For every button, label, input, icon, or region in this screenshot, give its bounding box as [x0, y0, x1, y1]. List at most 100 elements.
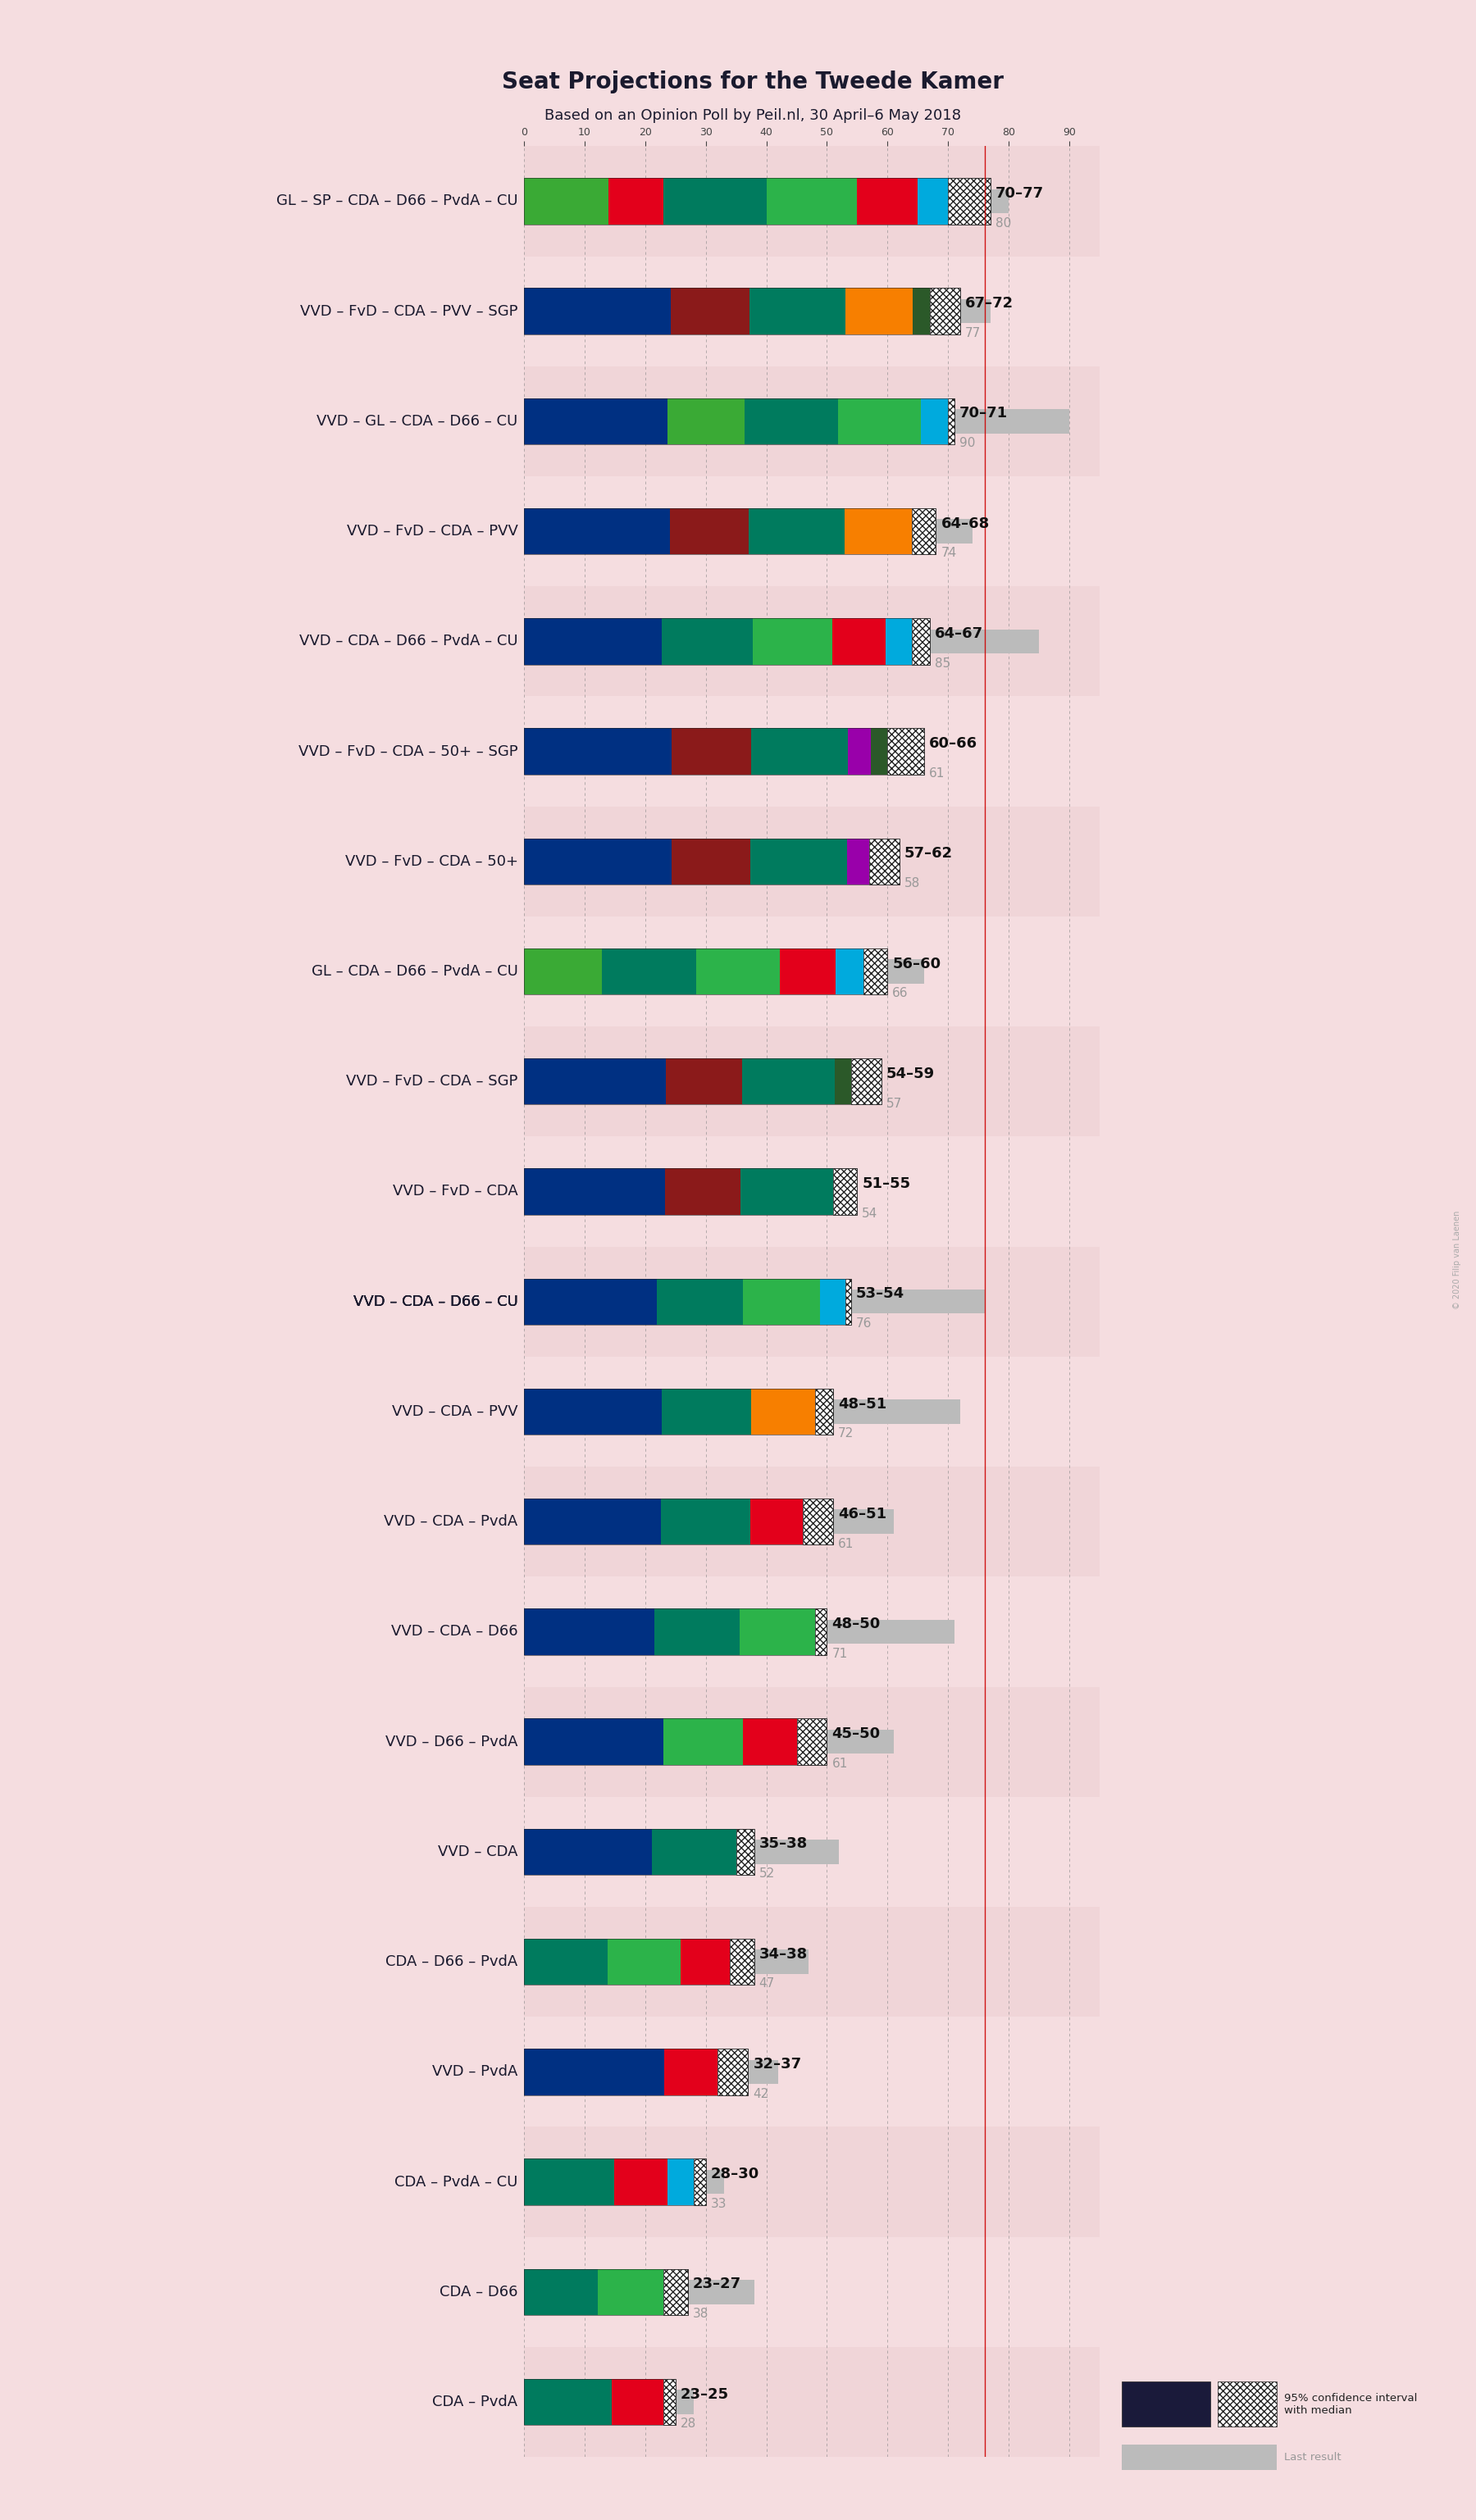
Bar [524, 1620, 953, 1643]
Bar [524, 2059, 778, 2084]
Bar [912, 617, 930, 665]
Bar [524, 948, 602, 995]
Bar [524, 839, 672, 885]
Bar [608, 179, 663, 224]
Text: 95% confidence interval
with median: 95% confidence interval with median [1284, 2391, 1417, 2417]
Bar [666, 1169, 741, 1215]
Text: 80: 80 [995, 217, 1011, 229]
Text: VVD – FvD – CDA – PVV: VVD – FvD – CDA – PVV [347, 524, 518, 539]
Bar [680, 1938, 731, 1986]
Bar [607, 1938, 680, 1986]
Bar [524, 476, 1100, 587]
Text: VVD – GL – CDA – D66 – CU: VVD – GL – CDA – D66 – CU [317, 413, 518, 428]
Text: 76: 76 [856, 1318, 872, 1331]
Bar [652, 1830, 737, 1875]
Bar [524, 617, 930, 665]
Text: 57–62: 57–62 [905, 847, 953, 862]
Bar [672, 839, 750, 885]
Bar [614, 2160, 667, 2205]
Text: VVD – CDA – PVV: VVD – CDA – PVV [393, 1404, 518, 1419]
Bar [886, 617, 912, 665]
Bar [524, 1137, 1100, 1247]
Bar [598, 2268, 663, 2316]
Bar [815, 1389, 832, 1434]
Text: VVD – FvD – CDA – 50+: VVD – FvD – CDA – 50+ [345, 854, 518, 869]
Bar [838, 398, 921, 444]
Bar [524, 287, 961, 335]
Bar [858, 179, 918, 224]
Bar [524, 1169, 858, 1215]
Text: 58: 58 [905, 877, 921, 890]
Bar [524, 696, 1100, 806]
Text: 35–38: 35–38 [759, 1837, 807, 1852]
Bar [524, 398, 667, 444]
Bar [524, 365, 1100, 476]
Bar [847, 728, 871, 774]
Bar [524, 1356, 1100, 1467]
Text: VVD – FvD – CDA – 50+ – SGP: VVD – FvD – CDA – 50+ – SGP [298, 743, 518, 759]
Text: 66: 66 [893, 988, 908, 1000]
Bar [887, 728, 924, 774]
Text: VVD – CDA – D66: VVD – CDA – D66 [391, 1625, 518, 1638]
Bar [750, 839, 847, 885]
Text: Based on an Opinion Poll by Peil.nl, 30 April–6 May 2018: Based on an Opinion Poll by Peil.nl, 30 … [545, 108, 961, 123]
Bar [847, 839, 869, 885]
Bar [524, 1830, 652, 1875]
Text: 71: 71 [832, 1648, 847, 1661]
Bar [524, 617, 663, 665]
Text: 33: 33 [710, 2197, 726, 2210]
Bar [524, 1169, 666, 1215]
Bar [779, 948, 835, 995]
Text: 70–71: 70–71 [959, 406, 1008, 421]
Bar [524, 1608, 827, 1656]
Bar [524, 2389, 694, 2414]
Bar [930, 287, 961, 335]
Text: 77: 77 [965, 328, 982, 340]
Text: VVD – FvD – CDA – SGP: VVD – FvD – CDA – SGP [347, 1074, 518, 1089]
Text: 28–30: 28–30 [710, 2167, 759, 2182]
Bar [524, 1686, 1100, 1797]
Bar [524, 728, 924, 774]
Bar [748, 509, 844, 554]
Text: 57: 57 [886, 1096, 902, 1109]
Text: 64–67: 64–67 [934, 627, 983, 640]
Bar [524, 300, 990, 323]
Bar [731, 1938, 754, 1986]
Bar [524, 2281, 754, 2303]
Bar [948, 179, 990, 224]
Text: VVD – CDA – D66 – CU: VVD – CDA – D66 – CU [353, 1295, 518, 1308]
Bar [667, 2160, 694, 2205]
Bar [670, 287, 750, 335]
Bar [524, 738, 893, 764]
Bar [750, 287, 846, 335]
Bar [524, 1058, 666, 1104]
Bar [835, 1058, 852, 1104]
Text: VVD – FvD – CDA: VVD – FvD – CDA [393, 1184, 518, 1200]
Text: 23–27: 23–27 [692, 2278, 741, 2291]
Bar [744, 1719, 797, 1764]
Bar [524, 1499, 832, 1545]
Bar [832, 617, 886, 665]
Bar [914, 287, 930, 335]
Bar [524, 728, 672, 774]
Bar [797, 1719, 827, 1764]
Bar [524, 2268, 688, 2316]
Bar [663, 1719, 744, 1764]
Bar [524, 2127, 1100, 2238]
Bar [672, 728, 751, 774]
Bar [524, 1938, 754, 1986]
Bar [524, 948, 887, 995]
Bar [524, 1719, 827, 1764]
Text: 67–72: 67–72 [965, 297, 1014, 310]
Bar [524, 1068, 869, 1094]
Bar [524, 1938, 607, 1986]
Bar [524, 1389, 661, 1434]
Bar [666, 1058, 742, 1104]
Text: CDA – D66: CDA – D66 [440, 2286, 518, 2298]
Bar [846, 287, 914, 335]
Bar [524, 509, 936, 554]
Bar [661, 1499, 750, 1545]
Text: VVD – FvD – CDA – PVV – SGP: VVD – FvD – CDA – PVV – SGP [300, 305, 518, 318]
Bar [863, 948, 887, 995]
Bar [524, 1729, 893, 1754]
